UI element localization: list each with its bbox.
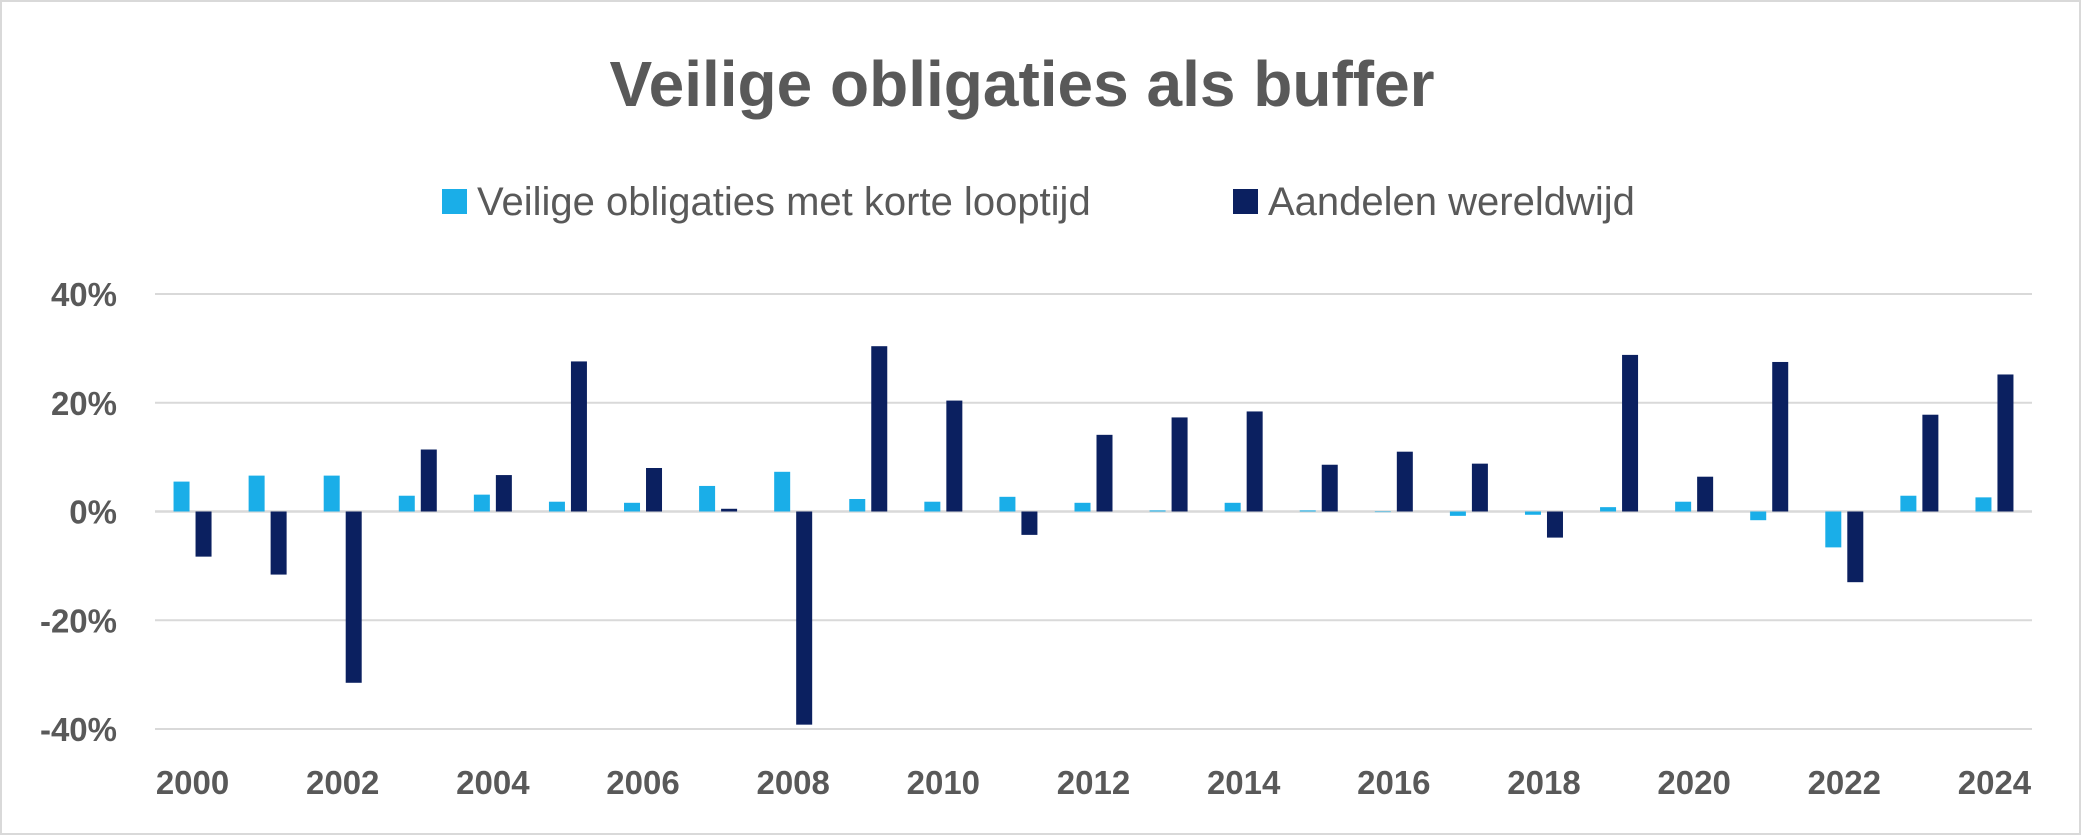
legend-label-global-equities: Aandelen wereldwijd xyxy=(1268,180,1635,224)
bar-global-equities-2001 xyxy=(270,511,287,575)
bar-global-equities-2004 xyxy=(495,475,512,512)
y-tick-label: 40% xyxy=(51,276,117,313)
bar-global-equities-2000 xyxy=(195,511,212,557)
bar-short-bonds-2015 xyxy=(1299,510,1316,512)
x-tick-label: 2016 xyxy=(1357,764,1430,801)
x-tick-label: 2012 xyxy=(1057,764,1130,801)
legend-swatch-short-bonds xyxy=(442,189,467,214)
x-tick-label: 2020 xyxy=(1657,764,1730,801)
y-tick-label: -40% xyxy=(40,711,117,748)
bar-global-equities-2013 xyxy=(1171,417,1188,512)
bar-short-bonds-2023 xyxy=(1900,495,1917,512)
bar-short-bonds-2011 xyxy=(999,496,1016,512)
bar-global-equities-2003 xyxy=(420,449,437,512)
bar-global-equities-2024 xyxy=(1997,374,2014,512)
bar-short-bonds-2016 xyxy=(1374,511,1391,513)
y-axis-ticks: -40% -20% 0% 20% 40% xyxy=(40,276,117,748)
bar-global-equities-2016 xyxy=(1396,451,1413,512)
bar-global-equities-2015 xyxy=(1321,464,1338,512)
x-tick-label: 2014 xyxy=(1207,764,1281,801)
x-tick-label: 2002 xyxy=(306,764,379,801)
bar-global-equities-2008 xyxy=(796,511,813,725)
x-tick-label: 2000 xyxy=(156,764,229,801)
legend: Veilige obligaties met korte looptijd Aa… xyxy=(442,180,1635,224)
bar-short-bonds-2019 xyxy=(1600,507,1617,512)
bar-short-bonds-2014 xyxy=(1224,502,1241,512)
bar-short-bonds-2022 xyxy=(1825,511,1842,548)
x-tick-label: 2022 xyxy=(1808,764,1881,801)
bar-global-equities-2010 xyxy=(946,400,963,512)
bar-global-equities-2012 xyxy=(1096,434,1113,512)
x-tick-label: 2006 xyxy=(606,764,679,801)
x-tick-label: 2024 xyxy=(1958,764,2032,801)
bar-short-bonds-2003 xyxy=(398,495,415,512)
bar-global-equities-2007 xyxy=(721,508,738,512)
bar-global-equities-2011 xyxy=(1021,511,1038,535)
bar-global-equities-2023 xyxy=(1922,414,1939,512)
bar-short-bonds-2020 xyxy=(1675,501,1692,512)
bar-short-bonds-2009 xyxy=(849,498,866,512)
bar-short-bonds-2024 xyxy=(1975,497,1992,512)
bar-global-equities-2009 xyxy=(871,346,888,512)
bar-short-bonds-2017 xyxy=(1449,511,1466,516)
bar-global-equities-2019 xyxy=(1622,354,1639,512)
x-axis-ticks: 2000 2002 2004 2006 2008 2010 2012 2014 2016 2018… xyxy=(156,764,2032,801)
bar-global-equities-2014 xyxy=(1246,411,1263,512)
gridlines xyxy=(155,293,2032,730)
bar-global-equities-2002 xyxy=(345,511,362,683)
bar-short-bonds-2005 xyxy=(548,501,565,512)
x-tick-label: 2008 xyxy=(756,764,829,801)
bar-short-bonds-2018 xyxy=(1524,511,1541,515)
bar-global-equities-2021 xyxy=(1772,361,1789,512)
x-tick-label: 2010 xyxy=(907,764,980,801)
y-tick-label: -20% xyxy=(40,602,117,639)
bar-short-bonds-2010 xyxy=(924,501,941,512)
y-tick-label: 0% xyxy=(69,494,117,531)
legend-swatch-global-equities xyxy=(1233,189,1258,214)
bar-global-equities-2022 xyxy=(1847,511,1864,583)
bar-global-equities-2020 xyxy=(1697,476,1714,512)
bar-short-bonds-2008 xyxy=(774,471,791,512)
bar-short-bonds-2004 xyxy=(473,494,490,512)
legend-label-short-bonds: Veilige obligaties met korte looptijd xyxy=(477,180,1091,224)
bar-short-bonds-2007 xyxy=(699,485,716,512)
y-tick-label: 20% xyxy=(51,385,117,422)
bar-short-bonds-2013 xyxy=(1149,510,1166,512)
x-tick-label: 2018 xyxy=(1507,764,1580,801)
bar-global-equities-2018 xyxy=(1546,511,1563,538)
x-tick-label: 2004 xyxy=(456,764,530,801)
bar-short-bonds-2021 xyxy=(1750,511,1767,521)
bar-short-bonds-2012 xyxy=(1074,502,1091,512)
chart-title: Veilige obligaties als buffer xyxy=(609,48,1434,120)
bar-global-equities-2006 xyxy=(646,468,663,512)
bar-short-bonds-2006 xyxy=(624,502,641,512)
bars xyxy=(173,346,2014,725)
bar-short-bonds-2002 xyxy=(323,475,340,512)
bar-global-equities-2017 xyxy=(1471,463,1488,512)
bar-global-equities-2005 xyxy=(570,361,587,512)
bar-short-bonds-2001 xyxy=(248,475,265,512)
bar-short-bonds-2000 xyxy=(173,481,190,512)
